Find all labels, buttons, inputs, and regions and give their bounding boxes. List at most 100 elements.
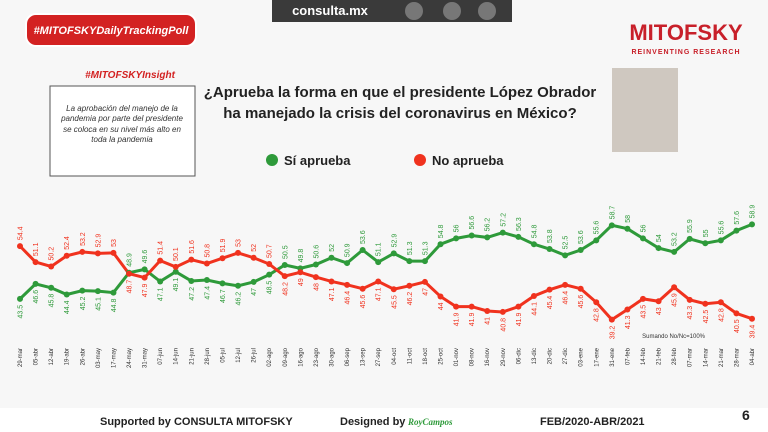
value-label: 54.8: [531, 224, 538, 238]
value-label: 45.8: [49, 294, 56, 308]
x-tick-label: 28-mar: [734, 348, 740, 367]
value-label: 52: [329, 244, 336, 252]
legend-label: Sí aprueba: [284, 153, 351, 168]
point: [639, 295, 646, 302]
value-label: 50.5: [282, 245, 289, 259]
value-label: 41: [485, 317, 492, 325]
value-label: 42.5: [703, 310, 710, 324]
point: [219, 280, 226, 287]
value-label: 43.5: [18, 305, 25, 319]
point: [639, 235, 646, 242]
note: Sumando No/Nc=100%: [642, 334, 706, 340]
point: [32, 259, 39, 266]
point: [406, 258, 413, 265]
point: [375, 259, 382, 266]
point: [312, 274, 319, 281]
point: [406, 282, 413, 289]
legend-swatch: [266, 154, 278, 166]
value-label: 43: [656, 307, 663, 315]
value-label: 56: [454, 224, 461, 232]
x-tick-label: 28-feb: [672, 347, 678, 365]
twitter-icon[interactable]: [405, 2, 423, 20]
value-label: 52.9: [95, 234, 102, 248]
title-box: ¿Aprueba la forma en que el presidente L…: [204, 84, 597, 122]
designed: Designed by: [340, 416, 406, 428]
point: [17, 295, 23, 302]
value-label: 41.9: [516, 313, 523, 327]
point: [671, 248, 678, 255]
point: [453, 235, 460, 242]
insight-text: La aprobación del manejo de la pandemia …: [61, 104, 183, 145]
legend-swatch: [414, 154, 426, 166]
point: [624, 225, 631, 232]
value-label: 44.1: [531, 302, 538, 316]
point: [63, 252, 70, 259]
x-tick-label: 27-dic: [563, 348, 569, 364]
value-label: 47: [422, 288, 429, 296]
point: [79, 287, 86, 294]
point: [484, 307, 491, 314]
page-number: 6: [742, 407, 750, 423]
value-label: 42.8: [718, 308, 725, 322]
value-label: 48.7: [127, 280, 134, 294]
point: [32, 280, 39, 287]
value-label: 45.6: [360, 295, 367, 309]
value-label: 41.9: [469, 313, 476, 327]
x-tick-label: 04-abr: [750, 348, 756, 365]
value-label: 53.8: [547, 229, 554, 243]
point: [328, 278, 335, 285]
point: [110, 249, 117, 256]
point: [421, 278, 428, 285]
point: [188, 277, 195, 284]
value-label: 51.3: [407, 241, 414, 255]
value-label: 53.6: [578, 230, 585, 244]
value-label: 50.2: [49, 247, 56, 261]
x-tick-label: 05-abr: [34, 348, 40, 365]
site: consulta.mx: [292, 3, 369, 18]
x-tick-label: 12-jul: [236, 348, 242, 363]
x-tick-label: 26-jul: [252, 348, 258, 363]
point: [328, 254, 335, 261]
point: [749, 315, 755, 322]
point: [235, 249, 242, 256]
point: [157, 257, 164, 264]
point: [79, 248, 86, 255]
point: [250, 278, 257, 285]
value-label: 47: [251, 288, 258, 296]
point: [484, 234, 491, 241]
x-tick-label: 21-feb: [657, 347, 663, 365]
value-label: 48.9: [127, 253, 134, 267]
value-label: 47.2: [189, 287, 196, 301]
point: [312, 261, 319, 268]
value-label: 40.8: [500, 318, 507, 332]
point: [577, 285, 584, 292]
point: [94, 288, 101, 295]
value-label: 50.6: [313, 245, 320, 259]
value-label: 53.2: [80, 232, 87, 246]
facebook-icon[interactable]: [443, 2, 461, 20]
point: [203, 260, 210, 267]
value-label: 48: [313, 283, 320, 291]
point: [686, 296, 693, 303]
value-label: 54: [656, 234, 663, 242]
point: [562, 281, 569, 288]
supported: Supported by CONSULTA MITOFSKY: [100, 416, 293, 428]
value-label: 45.9: [672, 293, 679, 307]
point: [126, 270, 133, 277]
value-label: 48.5: [267, 281, 274, 295]
value-label: 44.8: [111, 298, 118, 312]
point: [281, 262, 288, 268]
point: [717, 299, 724, 306]
point: [250, 254, 257, 261]
x-tick-label: 12-abr: [49, 348, 55, 365]
x-tick-label: 17-may: [111, 348, 117, 368]
youtube-icon[interactable]: [478, 2, 496, 20]
designer: RoyCampos: [407, 417, 453, 427]
value-label: 45.6: [578, 295, 585, 309]
photo: [612, 68, 678, 152]
value-label: 50.8: [204, 244, 211, 258]
x-tick-label: 21-mar: [719, 348, 725, 367]
value-label: 47.1: [376, 287, 383, 301]
point: [48, 263, 55, 270]
x-tick-label: 26-abr: [80, 348, 86, 365]
